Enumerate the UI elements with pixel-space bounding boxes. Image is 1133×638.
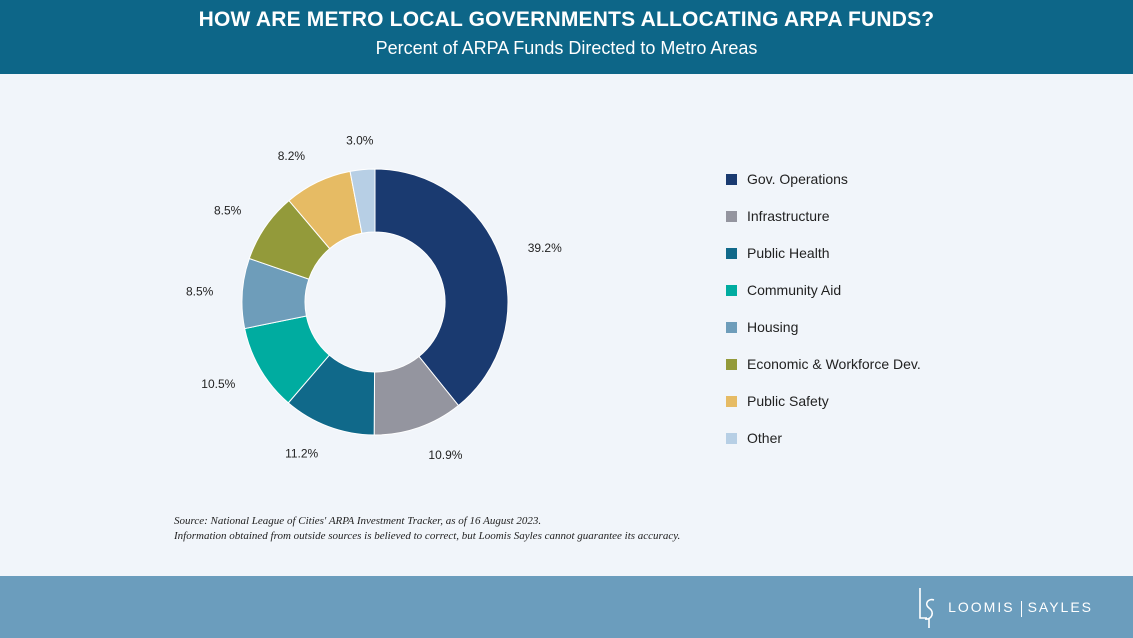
slice-label: 10.9%: [428, 448, 462, 462]
legend-item: Public Safety: [726, 393, 1026, 430]
logo-wordmark: LOOMIS SAYLES: [948, 599, 1093, 617]
legend-swatch: [726, 396, 737, 407]
legend-label: Gov. Operations: [747, 171, 848, 187]
legend-swatch: [726, 285, 737, 296]
legend-item: Other: [726, 430, 1026, 467]
slice-label: 11.2%: [285, 447, 318, 461]
source-line-2: Information obtained from outside source…: [174, 530, 681, 542]
legend-swatch: [726, 174, 737, 185]
slice-other: [349, 168, 376, 234]
logo-text-right: SAYLES: [1027, 599, 1093, 616]
header-banner: HOW ARE METRO LOCAL GOVERNMENTS ALLOCATI…: [0, 0, 1133, 74]
legend-label: Infrastructure: [747, 208, 830, 224]
loomis-sayles-logo: LOOMIS SAYLES: [916, 586, 1093, 630]
donut-slice-labels: 39.2% 10.9% 11.2% 10.5% 8.5% 8.5% 8.2% 3.0%: [186, 134, 562, 462]
legend-label: Housing: [747, 319, 799, 335]
slice-label: 10.5%: [201, 377, 235, 391]
slice-label: 3.0%: [346, 134, 374, 148]
legend-item: Economic & Workforce Dev.: [726, 356, 1026, 393]
legend-swatch: [726, 211, 737, 222]
legend-label: Community Aid: [747, 282, 842, 298]
source-line-1: Source: National League of Cities' ARPA …: [174, 515, 542, 527]
legend-label: Public Health: [747, 245, 830, 261]
legend-swatch: [726, 359, 737, 370]
legend-swatch: [726, 322, 737, 333]
donut-chart: 39.2% 10.9% 11.2% 10.5% 8.5% 8.5% 8.2% 3.0%: [186, 134, 562, 462]
legend-swatch: [726, 248, 737, 259]
logo-divider: [1020, 600, 1022, 617]
legend-item: Gov. Operations: [726, 171, 1026, 208]
footer-bar: LOOMIS SAYLES: [0, 576, 1133, 638]
legend-label: Economic & Workforce Dev.: [747, 356, 921, 372]
chart-subtitle: Percent of ARPA Funds Directed to Metro …: [375, 38, 758, 58]
source-note: Source: National League of Cities' ARPA …: [174, 514, 680, 544]
legend-label: Other: [747, 430, 783, 446]
legend-label: Public Safety: [747, 393, 829, 409]
chart-legend: Gov. Operations Infrastructure Public Heal…: [726, 171, 1026, 467]
donut-slices: [241, 168, 509, 436]
slice-label: 8.5%: [186, 284, 214, 298]
legend-item: Community Aid: [726, 282, 1026, 319]
legend-item: Infrastructure: [726, 208, 1026, 245]
chart-title: HOW ARE METRO LOCAL GOVERNMENTS ALLOCATI…: [198, 8, 935, 31]
legend-swatch: [726, 433, 737, 444]
slice-label: 39.2%: [528, 241, 562, 255]
slice-gov-operations: [374, 168, 509, 407]
legend-item: Housing: [726, 319, 1026, 356]
logo-text-left: LOOMIS: [948, 599, 1015, 616]
slice-label: 8.2%: [278, 149, 306, 163]
legend-item: Public Health: [726, 245, 1026, 282]
ls-monogram-icon: [919, 588, 935, 628]
slice-label: 8.5%: [214, 204, 242, 218]
